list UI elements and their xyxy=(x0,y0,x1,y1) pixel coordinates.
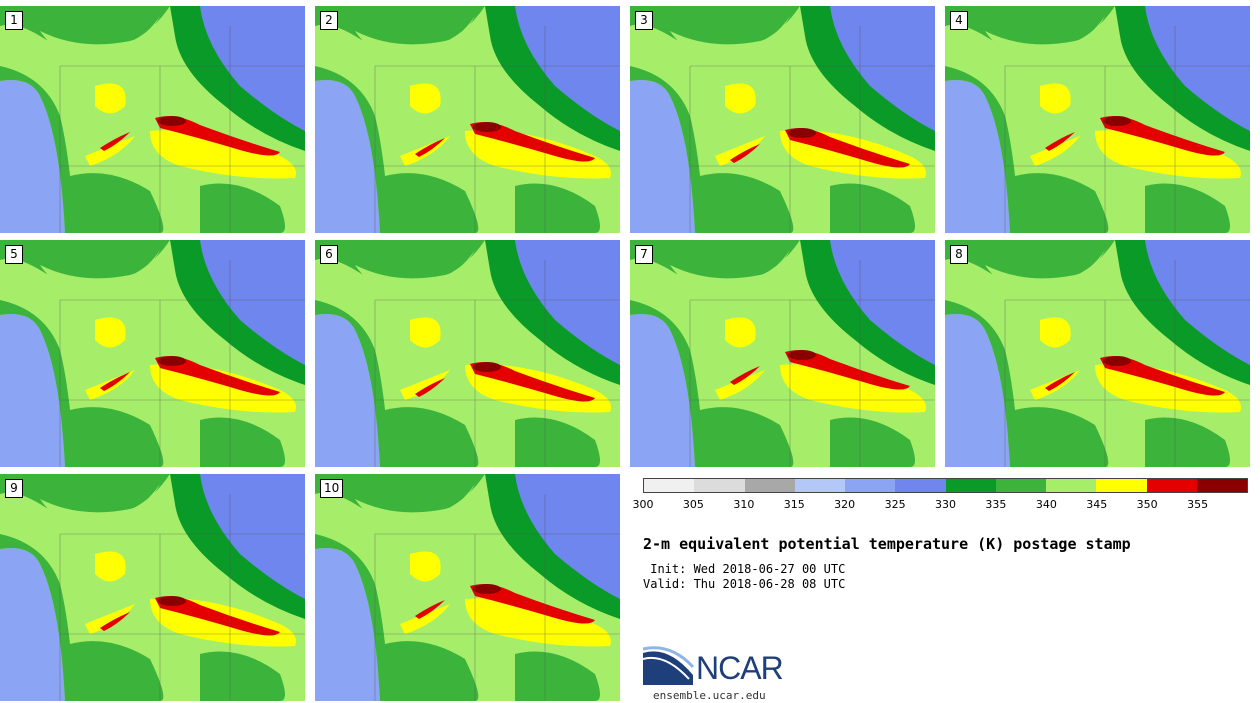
ensemble-member-panel: 10 xyxy=(315,474,620,701)
colorbar-tick-label: 320 xyxy=(834,498,856,511)
ensemble-member-panel: 6 xyxy=(315,240,620,467)
member-number-label: 2 xyxy=(320,11,338,30)
member-number-label: 10 xyxy=(320,479,344,498)
colorbar-ticks: 300 305 310 315 320 325 330 335 340 345 350 355 xyxy=(633,498,1248,512)
theta-e-map xyxy=(0,6,305,233)
member-number-label: 1 xyxy=(5,11,23,30)
ensemble-member-panel: 1 xyxy=(0,6,305,233)
colorbar-segment xyxy=(1146,479,1197,492)
ensemble-member-panel: 8 xyxy=(945,240,1250,467)
member-number-label: 6 xyxy=(320,245,338,264)
site-url: ensemble.ucar.edu xyxy=(653,689,766,702)
theta-e-map xyxy=(315,474,620,701)
colorbar-segment xyxy=(845,479,896,492)
colorbar-segment xyxy=(644,479,695,492)
ensemble-member-panel: 5 xyxy=(0,240,305,467)
theta-e-map xyxy=(630,6,935,233)
colorbar-tick-label: 335 xyxy=(985,498,1007,511)
ensemble-member-panel: 9 xyxy=(0,474,305,701)
ensemble-member-panel: 7 xyxy=(630,240,935,467)
colorbar-tick-label: 315 xyxy=(783,498,805,511)
member-number-label: 7 xyxy=(635,245,653,264)
ensemble-member-panel: 3 xyxy=(630,6,935,233)
colorbar-segment xyxy=(995,479,1046,492)
colorbar-segment xyxy=(1196,479,1247,492)
colorbar-tick-label: 310 xyxy=(733,498,755,511)
valid-time: Valid: Thu 2018-06-28 08 UTC xyxy=(643,577,846,591)
colorbar-segment xyxy=(895,479,946,492)
colorbar-segment xyxy=(1046,479,1097,492)
member-number-label: 9 xyxy=(5,479,23,498)
colorbar-segment xyxy=(794,479,845,492)
theta-e-map xyxy=(315,6,620,233)
theta-e-map xyxy=(0,474,305,701)
colorbar-segment xyxy=(945,479,996,492)
theta-e-map xyxy=(630,240,935,467)
colorbar-segment xyxy=(744,479,795,492)
member-number-label: 8 xyxy=(950,245,968,264)
colorbar-segment xyxy=(694,479,745,492)
member-number-label: 4 xyxy=(950,11,968,30)
member-number-label: 3 xyxy=(635,11,653,30)
colorbar-tick-label: 330 xyxy=(935,498,956,511)
colorbar xyxy=(643,478,1248,493)
colorbar-tick-label: 345 xyxy=(1086,498,1108,511)
colorbar-tick-label: 300 xyxy=(632,498,654,511)
theta-e-map xyxy=(945,6,1250,233)
theta-e-map xyxy=(0,240,305,467)
init-time: Init: Wed 2018-06-27 00 UTC xyxy=(643,562,846,576)
ensemble-member-panel: 4 xyxy=(945,6,1250,233)
colorbar-tick-label: 355 xyxy=(1187,498,1209,511)
member-number-label: 5 xyxy=(5,245,23,264)
ensemble-member-panel: 2 xyxy=(315,6,620,233)
ncar-logo-text: NCAR xyxy=(696,650,784,686)
colorbar-tick-label: 325 xyxy=(884,498,906,511)
theta-e-map xyxy=(945,240,1250,467)
ncar-logo-icon xyxy=(643,646,695,685)
colorbar-tick-label: 305 xyxy=(682,498,704,511)
colorbar-tick-label: 340 xyxy=(1035,498,1057,511)
colorbar-segment xyxy=(1096,479,1147,492)
figure-title: 2-m equivalent potential temperature (K)… xyxy=(643,535,1131,553)
colorbar-tick-label: 350 xyxy=(1136,498,1158,511)
theta-e-map xyxy=(315,240,620,467)
